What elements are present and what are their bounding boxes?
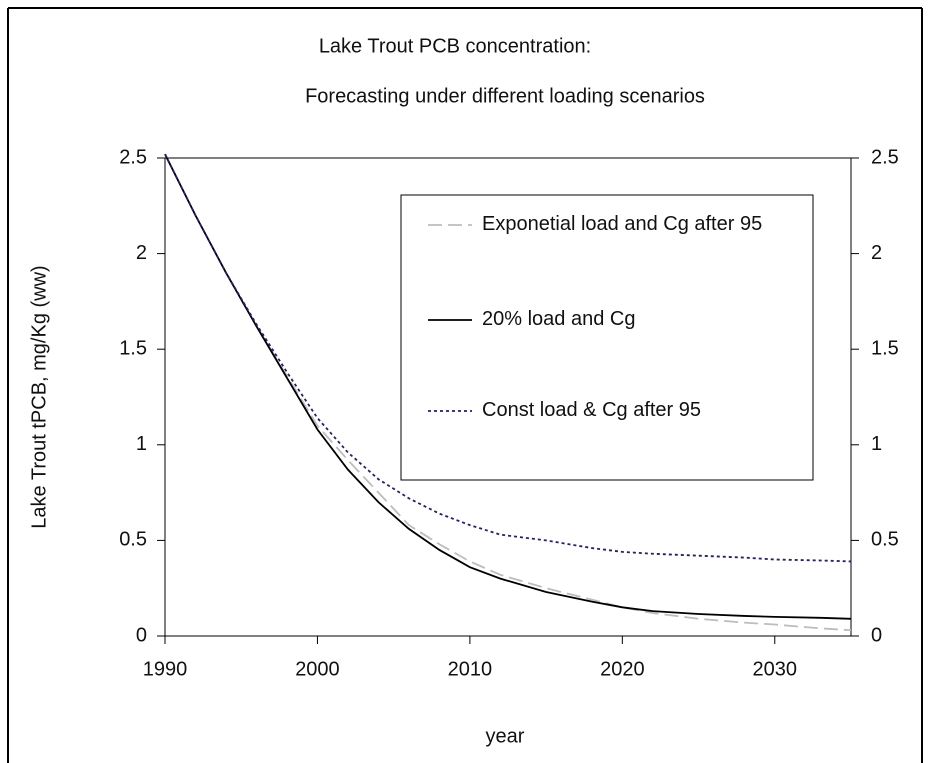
y2-tick-label: 0 <box>871 624 882 646</box>
y-tick-label: 1.5 <box>119 337 147 359</box>
x-axis-label: year <box>486 725 525 747</box>
x-tick-label: 2020 <box>600 658 645 680</box>
y2-tick-label: 1.5 <box>871 337 899 359</box>
legend-label: Const load & Cg after 95 <box>482 399 702 421</box>
x-tick-label: 2000 <box>295 658 340 680</box>
y-tick-label: 1 <box>136 433 147 455</box>
x-tick-label: 1990 <box>143 658 188 680</box>
x-tick-label: 2030 <box>753 658 798 680</box>
y-axis-label: Lake Trout tPCB, mg/Kg (ww) <box>28 265 50 528</box>
y2-tick-label: 1 <box>871 433 882 455</box>
x-tick-label: 2010 <box>448 658 493 680</box>
series-line <box>164 153 852 632</box>
y-tick-label: 2.5 <box>119 146 147 168</box>
legend-box <box>400 194 814 481</box>
chart-title: Lake Trout PCB concentration: <box>319 35 591 57</box>
legend-label: Exponetial load and Cg after 95 <box>482 213 763 235</box>
plot-area <box>164 157 852 637</box>
series-line <box>164 153 852 620</box>
y-tick-label: 0 <box>136 624 147 646</box>
y2-tick-label: 0.5 <box>871 529 899 551</box>
y2-tick-label: 2 <box>871 242 882 264</box>
series-line <box>164 153 852 563</box>
chart-subtitle: Forecasting under different loading scen… <box>305 85 705 107</box>
y-tick-label: 2 <box>136 242 147 264</box>
y-tick-label: 0.5 <box>119 529 147 551</box>
legend-label: 20% load and Cg <box>482 308 636 330</box>
y2-tick-label: 2.5 <box>871 146 899 168</box>
